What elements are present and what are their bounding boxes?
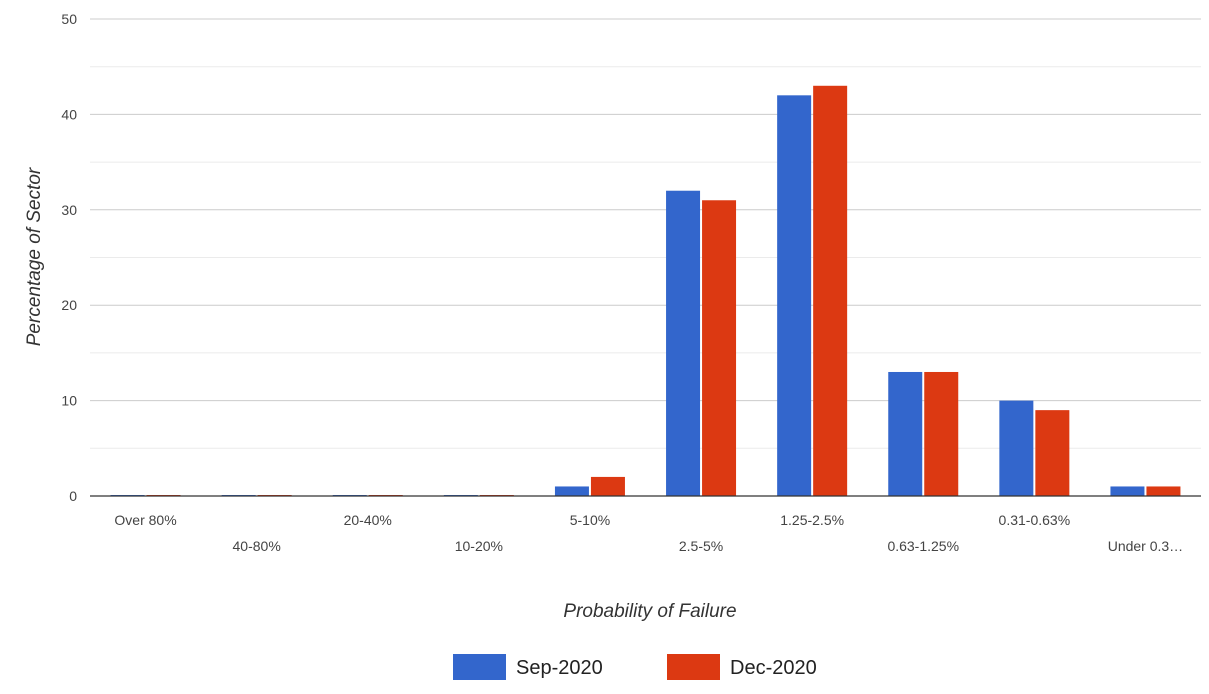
bar-sep-2020-5 (666, 190, 701, 496)
x-tick-label: Under 0.3… (1108, 538, 1183, 554)
y-tick-label: 50 (61, 11, 77, 27)
bar-dec-2020-4 (590, 476, 625, 496)
bar-dec-2020-7 (924, 371, 959, 496)
gridlines (90, 18, 1201, 449)
x-tick-label: 0.63-1.25% (887, 538, 959, 554)
legend-label: Dec-2020 (730, 657, 817, 679)
x-axis-ticks: Over 80% 40-80% 20-40% 10-20% 5-10% 2.5-5% 1.2… (114, 512, 1183, 554)
bar-sep-2020-9 (1110, 486, 1145, 496)
bar-sep-2020-7 (888, 371, 923, 496)
x-tick-label: 10-20% (455, 538, 503, 554)
x-axis-title: Probability of Failure (563, 601, 736, 622)
legend-label: Sep-2020 (516, 657, 603, 679)
x-tick-label: 40-80% (233, 538, 281, 554)
bar-sep-2020-4 (554, 486, 589, 496)
bar-sep-2020-8 (999, 400, 1034, 496)
y-tick-label: 40 (61, 106, 77, 122)
x-tick-label: 0.31-0.63% (999, 512, 1071, 528)
legend: Sep-2020 Dec-2020 (453, 654, 817, 680)
bar-sep-2020-6 (777, 95, 812, 496)
x-tick-label: 1.25-2.5% (780, 512, 844, 528)
y-tick-label: 0 (69, 488, 77, 504)
y-axis-title: Percentage of Sector (24, 167, 45, 346)
bar-dec-2020-9 (1146, 486, 1181, 496)
legend-swatch-dec-2020 (667, 654, 720, 680)
y-tick-label: 10 (61, 393, 77, 409)
x-tick-label: 2.5-5% (679, 538, 723, 554)
y-axis-ticks: 0 10 20 30 40 50 (61, 11, 77, 504)
bar-dec-2020-6 (813, 85, 848, 496)
legend-swatch-sep-2020 (453, 654, 506, 680)
x-tick-label: Over 80% (114, 512, 176, 528)
x-tick-label: 5-10% (570, 512, 610, 528)
bar-dec-2020-5 (702, 200, 737, 496)
bar-dec-2020-8 (1035, 410, 1070, 496)
y-tick-label: 20 (61, 297, 77, 313)
x-tick-label: 20-40% (344, 512, 392, 528)
y-tick-label: 30 (61, 202, 77, 218)
bars (110, 85, 1181, 496)
